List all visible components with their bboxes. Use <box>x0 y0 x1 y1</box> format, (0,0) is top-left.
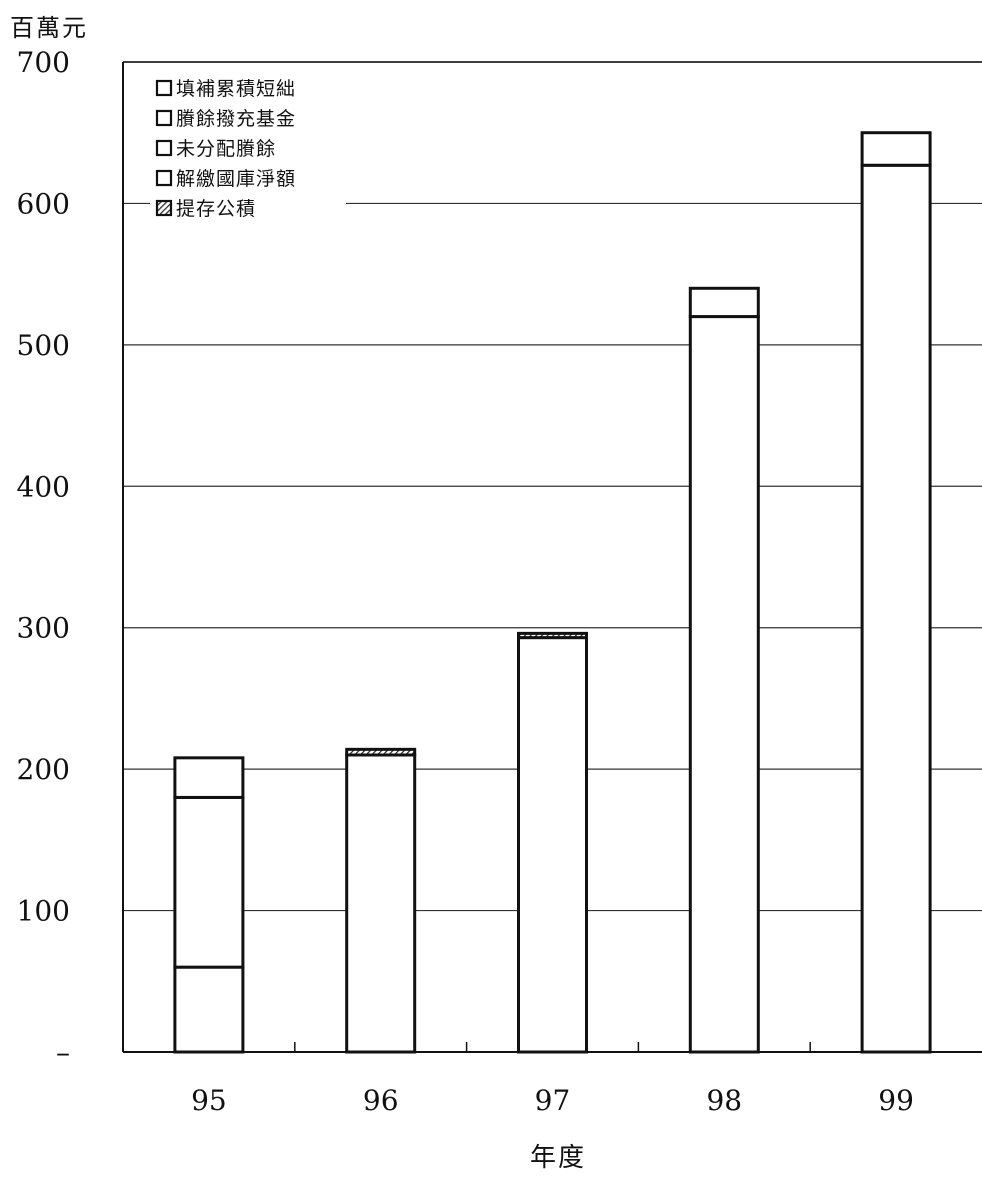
legend-swatch <box>155 79 173 97</box>
x-axis-ticks: 95 96 97 98 99 <box>191 1084 914 1117</box>
legend-label: 未分配賸餘 <box>176 138 276 160</box>
y-tick-label: 600 <box>17 187 70 220</box>
y-tick-label: 700 <box>17 46 70 79</box>
y-tick-label: 100 <box>17 895 70 928</box>
x-tick-label: 96 <box>363 1084 399 1117</box>
bar-segment <box>517 636 588 1054</box>
y-tick-label: 300 <box>17 612 70 645</box>
x-tick-label: 95 <box>191 1084 227 1117</box>
legend-label: 填補累積短絀 <box>176 78 296 100</box>
legend-label: 提存公積 <box>176 198 256 220</box>
bar-segment <box>345 753 417 1054</box>
bar-segment <box>860 163 932 1054</box>
legend-label: 解繳國庫淨額 <box>176 168 296 190</box>
legend-background <box>150 72 346 268</box>
x-tick-label: 99 <box>878 1084 914 1117</box>
bar-segment <box>173 756 245 799</box>
legend-label: 賸餘撥充基金 <box>176 108 296 130</box>
legend-swatch <box>155 109 173 127</box>
y-tick-label: 400 <box>17 470 70 503</box>
bar-segment <box>173 965 245 1054</box>
bar-segment <box>688 286 760 319</box>
x-tick-label: 97 <box>535 1084 571 1117</box>
bar-segment <box>345 747 417 757</box>
y-tick-label: – <box>56 1036 70 1069</box>
y-tick-label: 500 <box>17 329 70 362</box>
legend-swatch <box>155 199 173 217</box>
bar-segment <box>173 795 245 969</box>
x-tick-label: 98 <box>706 1084 742 1117</box>
y-axis-ticks: – 100 200 300 400 500 600 700 <box>17 46 70 1069</box>
y-tick-label: 200 <box>17 753 70 786</box>
bar-segment <box>688 315 760 1054</box>
bars <box>173 131 932 1054</box>
x-axis-label: 年度 <box>530 1143 586 1173</box>
unit-label: 百萬元 <box>10 14 88 42</box>
bar-segment <box>517 631 588 640</box>
legend-swatch <box>155 139 173 157</box>
legend-swatch <box>155 169 173 187</box>
bar-segment <box>860 131 932 167</box>
axes <box>122 61 982 1053</box>
